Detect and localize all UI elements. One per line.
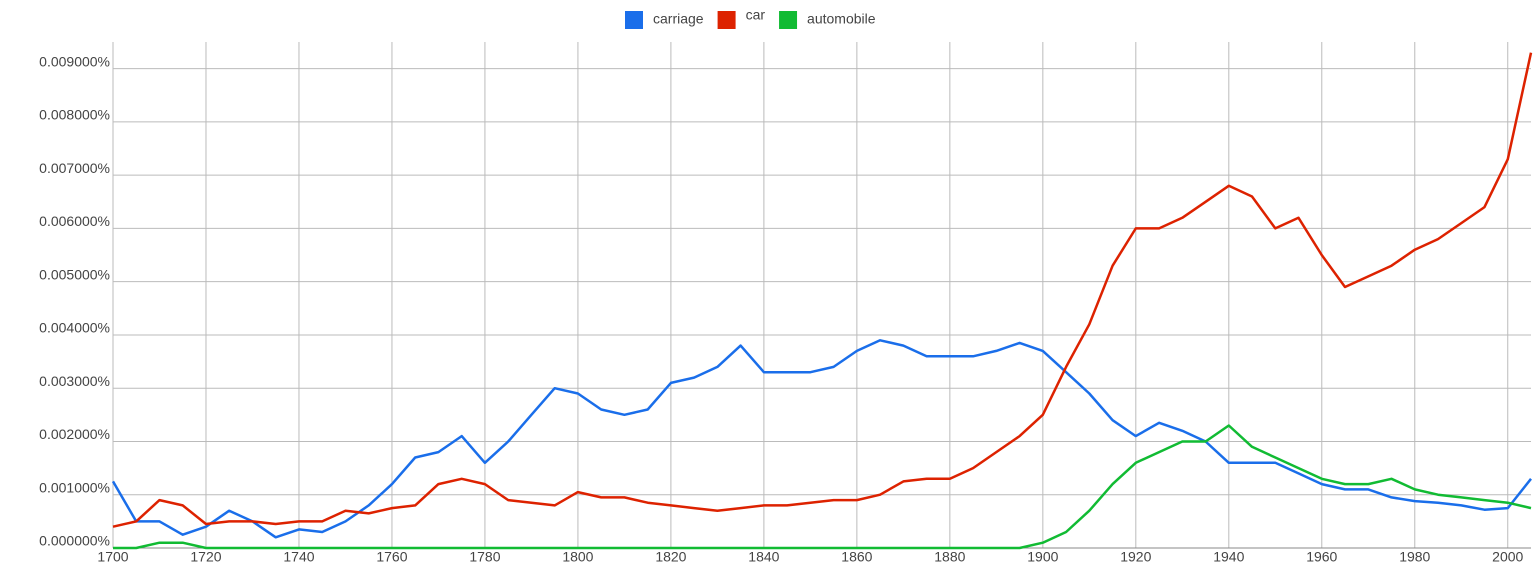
x-tick-label: 1820 [655, 549, 686, 565]
y-tick-label: 0.009000% [39, 53, 110, 69]
y-tick-label: 0.003000% [39, 373, 110, 389]
y-tick-label: 0.007000% [39, 160, 110, 176]
y-tick-label: 0.000000% [39, 533, 110, 549]
series-line [113, 424, 1532, 550]
x-tick-label: 1900 [1027, 549, 1058, 565]
x-tick-label: 1760 [376, 549, 407, 565]
legend-label: car [746, 7, 766, 23]
x-tick-label: 1740 [283, 549, 314, 565]
legend-swatch [717, 11, 736, 29]
y-tick-label: 0.008000% [39, 107, 110, 123]
series-line [112, 52, 1533, 528]
x-tick-label: 1920 [1120, 549, 1151, 565]
x-tick-label: 1860 [841, 549, 872, 565]
legend-swatch [625, 11, 643, 29]
legend-label: automobile [807, 11, 876, 27]
x-tick-label: 1800 [562, 549, 593, 565]
x-tick-label: 1940 [1213, 549, 1244, 565]
legend-swatch [779, 11, 798, 29]
x-tick-label: 2000 [1492, 549, 1523, 565]
x-tick-label: 1840 [748, 549, 779, 565]
x-tick-label: 1980 [1399, 549, 1430, 565]
x-tick-label: 1880 [934, 549, 965, 565]
x-tick-label: 1720 [190, 549, 221, 565]
y-tick-label: 0.001000% [39, 479, 110, 495]
y-tick-label: 0.006000% [39, 213, 110, 229]
y-tick-label: 0.004000% [39, 320, 110, 336]
x-tick-label: 1960 [1306, 549, 1337, 565]
series-line [111, 339, 1532, 539]
y-tick-label: 0.002000% [39, 426, 110, 442]
y-tick-label: 0.005000% [39, 266, 110, 282]
legend-label: carriage [653, 11, 704, 27]
x-tick-label: 1700 [97, 549, 128, 565]
x-tick-label: 1780 [469, 549, 500, 565]
